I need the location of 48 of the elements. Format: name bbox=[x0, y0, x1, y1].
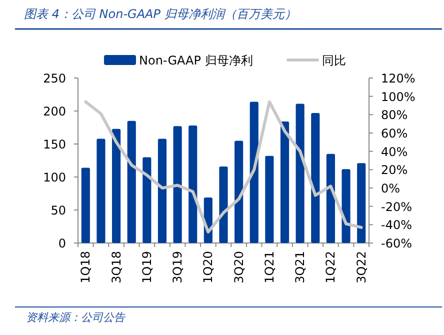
y-tick-label: 100 bbox=[43, 170, 66, 184]
y2-tick-label: -40% bbox=[381, 218, 412, 232]
y2-tick-label: 100% bbox=[381, 90, 416, 104]
x-tick-label: 1Q22 bbox=[324, 251, 338, 284]
bar bbox=[311, 112, 320, 243]
bar bbox=[158, 138, 167, 243]
bar bbox=[234, 140, 244, 243]
bar bbox=[326, 154, 335, 243]
x-tick-label: 3Q21 bbox=[293, 251, 308, 284]
y2-tick-label: 60% bbox=[381, 126, 408, 140]
x-tick-label: 3Q19 bbox=[170, 251, 185, 284]
y2-tick-label: 40% bbox=[381, 144, 408, 159]
bar bbox=[142, 157, 152, 243]
x-tick-label: 1Q18 bbox=[78, 251, 93, 284]
y-tick-label: 150 bbox=[43, 138, 66, 152]
x-tick-label: 3Q18 bbox=[109, 251, 124, 284]
y2-tick-label: -60% bbox=[381, 236, 412, 250]
bar bbox=[173, 126, 182, 243]
y2-tick-label: 20% bbox=[381, 163, 408, 178]
chart-title: 图表 4：公司 Non-GAAP 归母净利润（百万美元） bbox=[24, 7, 296, 21]
y2-tick-label: 80% bbox=[381, 108, 408, 122]
y-tick-label: 0 bbox=[58, 236, 66, 250]
x-tick-label: 1Q21 bbox=[262, 251, 276, 284]
bar bbox=[96, 138, 106, 243]
bar bbox=[250, 102, 258, 243]
text: 资料来源：公司公告 bbox=[26, 311, 126, 324]
bar bbox=[342, 169, 350, 243]
x-tick-label: 1Q20 bbox=[201, 251, 216, 284]
x-tick-label: 3Q22 bbox=[354, 251, 368, 284]
y2-tick-label: 0% bbox=[381, 182, 400, 196]
bar bbox=[357, 163, 366, 243]
bar bbox=[296, 104, 304, 243]
bar bbox=[188, 126, 198, 243]
y2-tick-label: 120% bbox=[381, 72, 416, 86]
x-tick-label: 3Q20 bbox=[232, 251, 246, 284]
bar bbox=[280, 122, 290, 243]
bar bbox=[112, 128, 121, 243]
y-tick-label: 250 bbox=[43, 72, 66, 86]
y-tick-label: 50 bbox=[50, 204, 66, 218]
legend-label: 同比 bbox=[322, 54, 346, 68]
bar bbox=[219, 166, 228, 243]
legend-label: Non-GAAP 归母净利 bbox=[139, 54, 253, 68]
x-tick-label: 1Q19 bbox=[140, 251, 154, 284]
y-tick-label: 200 bbox=[43, 104, 66, 118]
bar bbox=[127, 120, 136, 243]
y2-tick-label: -20% bbox=[381, 200, 412, 214]
bar bbox=[265, 156, 274, 243]
bar bbox=[81, 168, 90, 243]
